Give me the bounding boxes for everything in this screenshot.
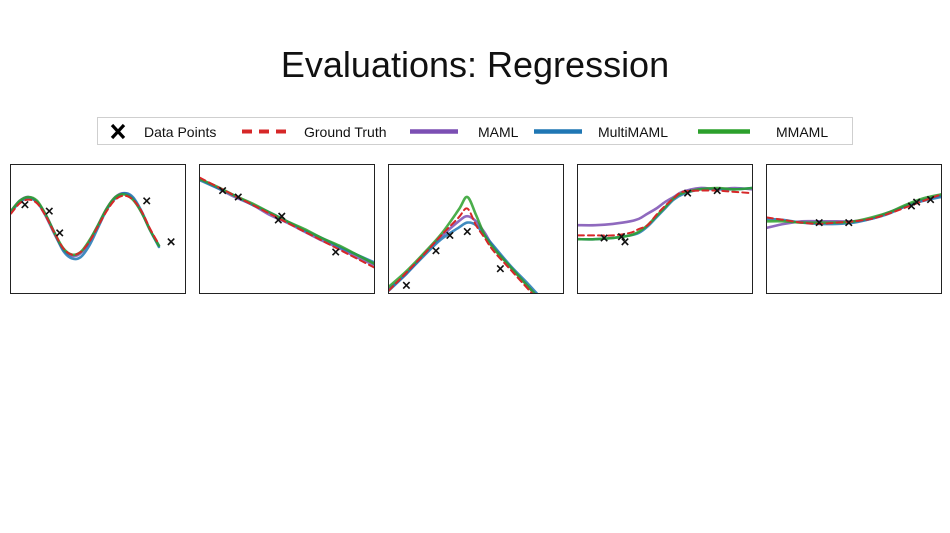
data-point-marker	[845, 218, 853, 227]
legend-label-multimaml: MultiMAML	[598, 124, 669, 140]
data-point-marker	[402, 281, 411, 290]
legend-label-ground-truth: Ground Truth	[304, 124, 387, 140]
data-point-marker	[234, 193, 243, 201]
data-point-marker	[713, 186, 721, 195]
chart-plot-sinusoid	[11, 191, 175, 261]
data-point-marker	[331, 248, 340, 256]
data-point-marker	[278, 212, 286, 220]
legend-item-maml: MAML	[406, 118, 528, 146]
data-point-marker	[926, 195, 935, 204]
chart-legend: Data Points Ground Truth MAML MultiMAML …	[97, 117, 853, 145]
data-point-marker	[446, 231, 454, 240]
legend-item-mmaml: MMAML	[688, 118, 848, 146]
chart-plot-abs	[389, 195, 539, 293]
regression-panel-quadratic	[766, 164, 942, 294]
data-point-marker	[21, 200, 29, 209]
regression-panel-sigmoid	[577, 164, 753, 294]
data-point-marker	[55, 229, 64, 237]
legend-item-multimaml: MultiMAML	[528, 118, 688, 146]
series-line-ground-truth	[200, 176, 374, 269]
series-line-ground-truth	[767, 193, 941, 225]
dashed-line-icon	[242, 129, 288, 134]
legend-item-ground-truth: Ground Truth	[236, 118, 406, 146]
data-point-marker	[463, 227, 472, 236]
blue-line-icon	[534, 129, 582, 134]
data-point-marker	[600, 234, 608, 242]
series-line-multimaml	[578, 186, 752, 241]
chart-plot-sigmoid	[578, 186, 752, 246]
slide-title: Evaluations: Regression	[280, 44, 670, 85]
legend-label-data-points: Data Points	[144, 124, 217, 140]
series-line-ground-truth	[578, 189, 752, 237]
series-line-ground-truth	[389, 207, 534, 293]
data-point-marker	[496, 264, 505, 273]
data-point-marker	[912, 198, 921, 206]
data-point-marker	[167, 238, 175, 246]
series-line-multimaml	[389, 221, 539, 293]
data-point-marker	[218, 186, 227, 195]
legend-label-maml: MAML	[478, 124, 519, 140]
data-point-marker	[45, 207, 54, 215]
data-point-marker	[142, 197, 151, 205]
data-point-marker	[621, 238, 629, 246]
regression-panel-abs	[388, 164, 564, 294]
series-line-mmaml	[389, 195, 536, 293]
series-line-mmaml	[578, 186, 752, 241]
x-marker-icon	[110, 123, 126, 140]
legend-label-mmaml: MMAML	[776, 124, 829, 140]
regression-panel-linear	[199, 164, 375, 294]
data-point-marker	[907, 202, 916, 210]
chart-plot-quadratic	[767, 193, 941, 229]
data-point-marker	[617, 232, 626, 241]
data-point-marker	[815, 218, 823, 227]
chart-plot-linear	[200, 176, 374, 269]
regression-panel-sinusoid	[10, 164, 186, 294]
green-line-icon	[698, 129, 750, 134]
data-point-marker	[683, 189, 692, 197]
legend-item-data-points: Data Points	[106, 118, 236, 146]
data-point-marker	[432, 246, 440, 255]
series-line-ground-truth	[11, 194, 160, 256]
purple-line-icon	[410, 129, 458, 134]
series-line-maml	[389, 214, 536, 293]
